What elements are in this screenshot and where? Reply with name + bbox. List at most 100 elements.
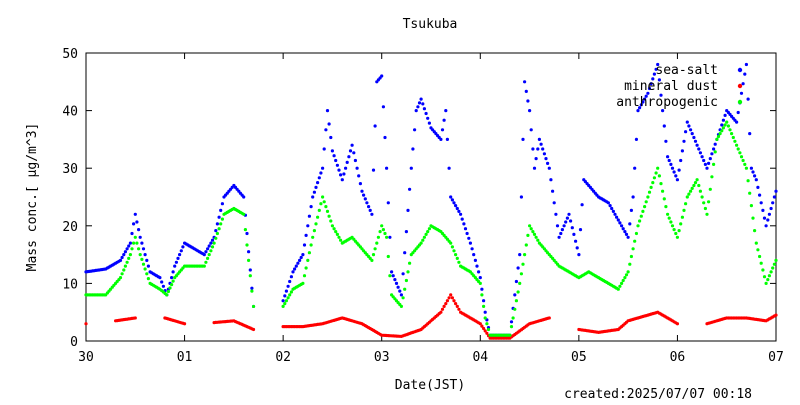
data-point bbox=[695, 143, 699, 147]
data-point bbox=[555, 224, 560, 228]
data-point bbox=[286, 284, 290, 288]
data-point bbox=[621, 278, 625, 283]
data-point bbox=[442, 304, 446, 308]
data-point bbox=[386, 254, 390, 259]
data-point bbox=[518, 253, 522, 257]
data-point bbox=[708, 187, 712, 191]
data-point bbox=[537, 137, 542, 141]
data-point bbox=[348, 149, 353, 153]
data-point bbox=[485, 331, 489, 335]
data-point bbox=[165, 293, 169, 297]
data-point bbox=[482, 299, 486, 303]
data-point bbox=[342, 172, 346, 176]
data-point bbox=[327, 122, 331, 126]
data-point bbox=[656, 166, 660, 170]
data-point bbox=[302, 274, 307, 278]
data-point bbox=[414, 109, 418, 113]
x-tick-label: 04 bbox=[472, 350, 488, 365]
data-point bbox=[754, 178, 758, 182]
data-point bbox=[662, 124, 666, 128]
data-point bbox=[302, 243, 307, 247]
chart-title: Tsukuba bbox=[403, 17, 458, 32]
data-point bbox=[206, 247, 210, 251]
data-point bbox=[774, 313, 778, 317]
data-point bbox=[311, 195, 315, 199]
data-point bbox=[756, 185, 760, 189]
data-point bbox=[454, 253, 458, 257]
data-point bbox=[509, 325, 514, 329]
data-point bbox=[656, 62, 660, 67]
data-point bbox=[641, 100, 645, 104]
data-point bbox=[283, 294, 287, 298]
data-point bbox=[125, 247, 129, 251]
data-point bbox=[370, 212, 374, 216]
data-point bbox=[219, 222, 223, 226]
data-point bbox=[735, 120, 739, 124]
data-point bbox=[375, 241, 379, 245]
data-point bbox=[304, 266, 308, 270]
data-point bbox=[693, 139, 698, 143]
data-point bbox=[677, 229, 681, 233]
data-point bbox=[764, 281, 768, 285]
data-point bbox=[557, 235, 561, 239]
data-point bbox=[634, 231, 639, 236]
data-point bbox=[700, 155, 704, 159]
data-point bbox=[672, 170, 676, 174]
data-point bbox=[552, 201, 556, 205]
data-point bbox=[440, 128, 445, 132]
data-point bbox=[209, 241, 213, 245]
data-point bbox=[463, 227, 468, 231]
data-point bbox=[212, 241, 216, 245]
legend-marker bbox=[737, 83, 743, 89]
data-point bbox=[145, 258, 149, 262]
data-point bbox=[319, 171, 323, 175]
data-point bbox=[146, 264, 150, 268]
data-point bbox=[751, 170, 755, 174]
data-point bbox=[207, 244, 211, 248]
data-point bbox=[399, 304, 403, 308]
data-point bbox=[345, 160, 349, 164]
data-point bbox=[514, 279, 519, 284]
data-point bbox=[251, 304, 256, 309]
data-point bbox=[667, 216, 671, 220]
data-point bbox=[145, 272, 149, 276]
data-point bbox=[332, 154, 336, 158]
data-point bbox=[311, 235, 315, 239]
data-point bbox=[649, 82, 653, 86]
data-point bbox=[692, 135, 696, 140]
data-point bbox=[669, 162, 673, 166]
data-point bbox=[314, 222, 318, 226]
legend-label: anthropogenic bbox=[616, 95, 718, 110]
data-point bbox=[715, 137, 719, 141]
data-point bbox=[421, 238, 425, 242]
data-point bbox=[549, 178, 553, 182]
data-point bbox=[713, 150, 717, 154]
tick-layer: 0 10 20 30 40 50 30 01 02 03 04 05 06 07 bbox=[62, 47, 783, 365]
data-point bbox=[454, 302, 458, 306]
data-point bbox=[242, 212, 246, 216]
data-point bbox=[578, 228, 583, 232]
data-point bbox=[646, 91, 650, 95]
data-point bbox=[721, 126, 726, 130]
data-point bbox=[761, 268, 765, 272]
data-point bbox=[215, 231, 219, 236]
data-point bbox=[485, 322, 489, 326]
data-point bbox=[774, 189, 778, 193]
data-point bbox=[450, 296, 454, 300]
data-point bbox=[631, 247, 635, 251]
data-point bbox=[84, 322, 88, 326]
data-point bbox=[731, 135, 735, 140]
series-anthropogenic bbox=[84, 120, 778, 337]
data-point bbox=[439, 310, 443, 314]
data-point bbox=[130, 247, 134, 251]
data-point bbox=[245, 231, 249, 236]
data-point bbox=[551, 189, 555, 193]
data-point bbox=[455, 256, 459, 260]
data-point bbox=[511, 316, 515, 320]
data-point bbox=[309, 243, 313, 247]
data-point bbox=[132, 241, 136, 245]
data-point bbox=[209, 249, 213, 253]
data-point bbox=[409, 166, 413, 170]
data-point bbox=[247, 250, 251, 254]
data-point bbox=[243, 228, 247, 232]
